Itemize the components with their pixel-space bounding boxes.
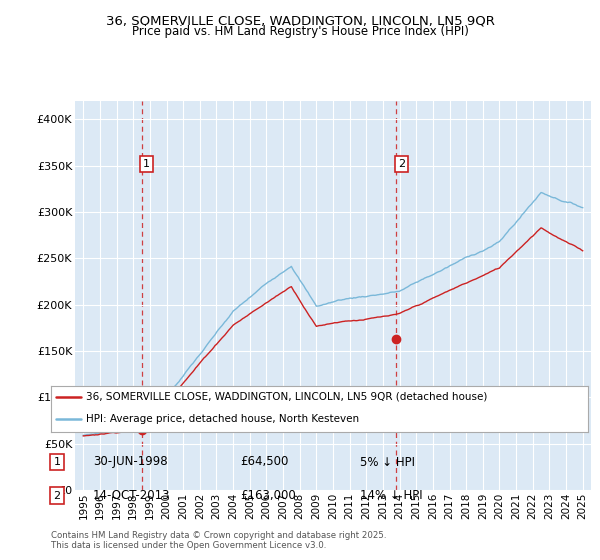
Text: 2: 2 — [53, 491, 61, 501]
Text: 14-OCT-2013: 14-OCT-2013 — [93, 489, 170, 502]
Text: Contains HM Land Registry data © Crown copyright and database right 2025.
This d: Contains HM Land Registry data © Crown c… — [51, 531, 386, 550]
Text: 30-JUN-1998: 30-JUN-1998 — [93, 455, 167, 469]
Text: 36, SOMERVILLE CLOSE, WADDINGTON, LINCOLN, LN5 9QR: 36, SOMERVILLE CLOSE, WADDINGTON, LINCOL… — [106, 14, 494, 27]
Text: 14% ↓ HPI: 14% ↓ HPI — [360, 489, 422, 502]
Text: 36, SOMERVILLE CLOSE, WADDINGTON, LINCOLN, LN5 9QR (detached house): 36, SOMERVILLE CLOSE, WADDINGTON, LINCOL… — [86, 391, 487, 402]
Text: 1: 1 — [143, 159, 150, 169]
Text: 5% ↓ HPI: 5% ↓ HPI — [360, 455, 415, 469]
Text: 1: 1 — [53, 457, 61, 467]
Text: £163,000: £163,000 — [240, 489, 296, 502]
Text: 2: 2 — [398, 159, 405, 169]
Text: HPI: Average price, detached house, North Kesteven: HPI: Average price, detached house, Nort… — [86, 414, 359, 424]
Text: £64,500: £64,500 — [240, 455, 289, 469]
Text: Price paid vs. HM Land Registry's House Price Index (HPI): Price paid vs. HM Land Registry's House … — [131, 25, 469, 38]
